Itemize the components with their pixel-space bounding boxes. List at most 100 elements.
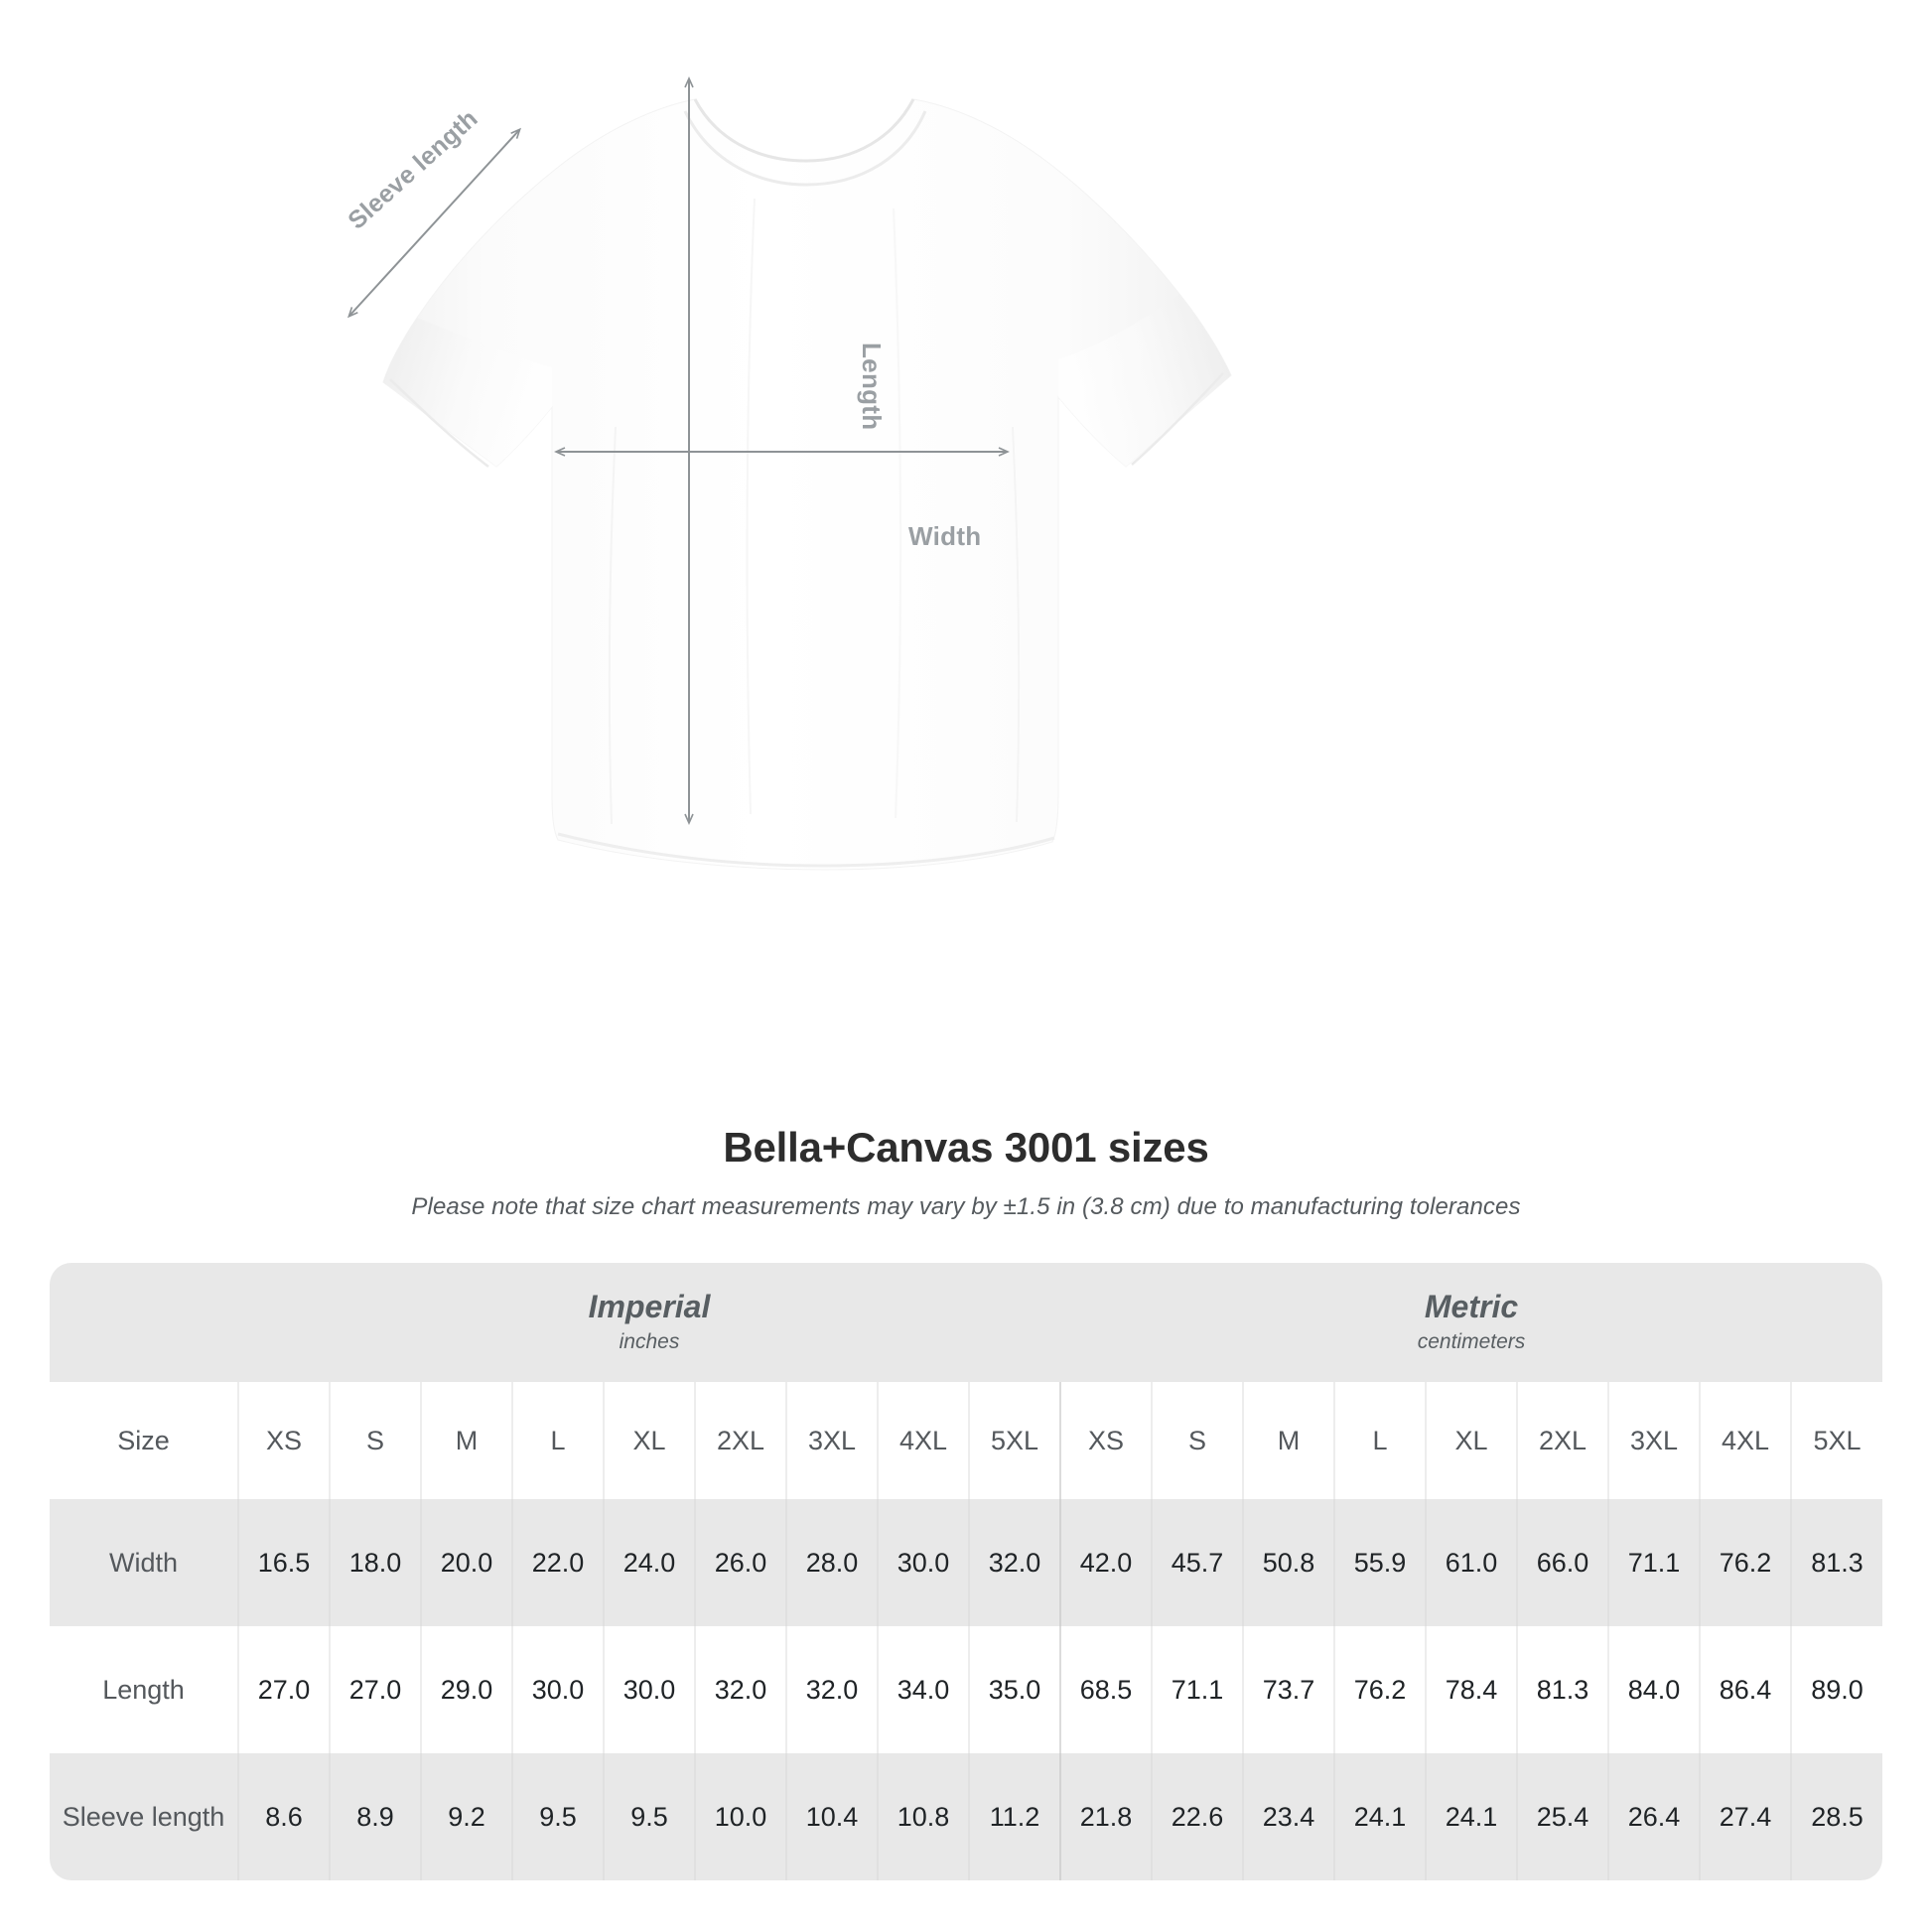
system-header-metric: Metric centimeters	[1060, 1263, 1882, 1382]
cell-width-metric-s: 45.7	[1151, 1499, 1243, 1626]
size-header-imperial-xs: XS	[237, 1382, 330, 1499]
cell-sleeve-length-imperial-m: 9.2	[420, 1753, 512, 1880]
cell-length-imperial-m: 29.0	[420, 1626, 512, 1753]
row-header-sleeve-length: Sleeve length	[50, 1753, 238, 1880]
size-header-metric-m: M	[1242, 1382, 1334, 1499]
table-row: Width 16.5 18.0 20.0 22.0 24.0 26.0 28.0 30.0 32.…	[50, 1499, 1882, 1626]
size-header-imperial-xl: XL	[603, 1382, 695, 1499]
size-chart-table: Imperial inches Metric centimeters Size XS S M L…	[50, 1263, 1882, 1880]
cell-sleeve-length-imperial-3xl: 10.4	[785, 1753, 878, 1880]
system-banner-spacer	[50, 1263, 238, 1382]
cell-sleeve-length-metric-xs: 21.8	[1059, 1753, 1152, 1880]
size-header-imperial-m: M	[420, 1382, 512, 1499]
cell-sleeve-length-metric-m: 23.4	[1242, 1753, 1334, 1880]
cell-width-imperial-2xl: 26.0	[694, 1499, 786, 1626]
size-header-imperial-2xl: 2XL	[694, 1382, 786, 1499]
cell-sleeve-length-metric-4xl: 27.4	[1699, 1753, 1791, 1880]
cell-width-imperial-m: 20.0	[420, 1499, 512, 1626]
cell-length-metric-xl: 78.4	[1425, 1626, 1517, 1753]
cell-length-metric-3xl: 84.0	[1607, 1626, 1700, 1753]
cell-width-imperial-s: 18.0	[329, 1499, 421, 1626]
cell-sleeve-length-imperial-l: 9.5	[511, 1753, 604, 1880]
system-name: Metric	[1424, 1289, 1519, 1325]
size-header-metric-l: L	[1333, 1382, 1426, 1499]
cell-width-imperial-3xl: 28.0	[785, 1499, 878, 1626]
cell-width-metric-2xl: 66.0	[1516, 1499, 1608, 1626]
cell-sleeve-length-metric-l: 24.1	[1333, 1753, 1426, 1880]
cell-width-imperial-l: 22.0	[511, 1499, 604, 1626]
cell-sleeve-length-imperial-2xl: 10.0	[694, 1753, 786, 1880]
size-header-imperial-l: L	[511, 1382, 604, 1499]
size-header-metric-5xl: 5XL	[1790, 1382, 1882, 1499]
cell-length-metric-s: 71.1	[1151, 1626, 1243, 1753]
cell-width-metric-5xl: 81.3	[1790, 1499, 1882, 1626]
tshirt-diagram: Sleeve length Length Width	[343, 76, 1232, 871]
cell-length-imperial-xl: 30.0	[603, 1626, 695, 1753]
table-row: Sleeve length 8.6 8.9 9.2 9.5 9.5 10.0 10.4 10.8…	[50, 1753, 1882, 1880]
size-header-metric-2xl: 2XL	[1516, 1382, 1608, 1499]
cell-width-metric-4xl: 76.2	[1699, 1499, 1791, 1626]
width-dimension-label: Width	[908, 521, 982, 551]
tshirt-illustration	[346, 76, 1232, 871]
cell-sleeve-length-imperial-4xl: 10.8	[877, 1753, 969, 1880]
cell-width-imperial-5xl: 32.0	[968, 1499, 1060, 1626]
table-row: Length 27.0 27.0 29.0 30.0 30.0 32.0 32.0 34.0 35…	[50, 1626, 1882, 1753]
system-name: Imperial	[588, 1289, 711, 1325]
sleeve-length-arrow	[346, 127, 522, 319]
cell-width-metric-xs: 42.0	[1059, 1499, 1152, 1626]
cell-length-imperial-l: 30.0	[511, 1626, 604, 1753]
size-header-imperial-4xl: 4XL	[877, 1382, 969, 1499]
cell-length-metric-l: 76.2	[1333, 1626, 1426, 1753]
system-banner-row: Imperial inches Metric centimeters	[50, 1263, 1882, 1382]
cell-width-imperial-xs: 16.5	[237, 1499, 330, 1626]
size-header-metric-3xl: 3XL	[1607, 1382, 1700, 1499]
cell-width-imperial-4xl: 30.0	[877, 1499, 969, 1626]
cell-sleeve-length-imperial-5xl: 11.2	[968, 1753, 1060, 1880]
size-chart-table-wrapper: Imperial inches Metric centimeters Size XS S M L…	[50, 1263, 1882, 1880]
size-header-imperial-3xl: 3XL	[785, 1382, 878, 1499]
cell-length-imperial-5xl: 35.0	[968, 1626, 1060, 1753]
size-header-metric-4xl: 4XL	[1699, 1382, 1791, 1499]
cell-length-metric-2xl: 81.3	[1516, 1626, 1608, 1753]
system-unit: centimeters	[1417, 1330, 1526, 1354]
cell-sleeve-length-imperial-xs: 8.6	[237, 1753, 330, 1880]
size-header-metric-xl: XL	[1425, 1382, 1517, 1499]
cell-length-imperial-4xl: 34.0	[877, 1626, 969, 1753]
system-header-imperial: Imperial inches	[238, 1263, 1060, 1382]
page-title: Bella+Canvas 3001 sizes	[723, 1124, 1209, 1171]
size-header-imperial-s: S	[329, 1382, 421, 1499]
cell-length-imperial-3xl: 32.0	[785, 1626, 878, 1753]
cell-width-metric-3xl: 71.1	[1607, 1499, 1700, 1626]
size-header-metric-xs: XS	[1059, 1382, 1152, 1499]
cell-length-metric-m: 73.7	[1242, 1626, 1334, 1753]
cell-length-metric-4xl: 86.4	[1699, 1626, 1791, 1753]
measurement-arrows	[346, 76, 1010, 825]
length-dimension-label: Length	[857, 343, 887, 431]
cell-length-imperial-xs: 27.0	[237, 1626, 330, 1753]
size-header-row: Size XS S M L XL 2XL 3XL 4XL 5XL XS S M L XL 2XL 3XL 4XL 5…	[50, 1382, 1882, 1499]
column-header-size: Size	[50, 1382, 238, 1499]
title-block: Bella+Canvas 3001 sizes Please note that…	[0, 1124, 1932, 1221]
cell-length-imperial-s: 27.0	[329, 1626, 421, 1753]
cell-sleeve-length-metric-xl: 24.1	[1425, 1753, 1517, 1880]
system-unit: inches	[619, 1330, 680, 1354]
cell-length-imperial-2xl: 32.0	[694, 1626, 786, 1753]
cell-width-imperial-xl: 24.0	[603, 1499, 695, 1626]
cell-sleeve-length-metric-s: 22.6	[1151, 1753, 1243, 1880]
cell-sleeve-length-metric-2xl: 25.4	[1516, 1753, 1608, 1880]
cell-sleeve-length-imperial-xl: 9.5	[603, 1753, 695, 1880]
cell-width-metric-xl: 61.0	[1425, 1499, 1517, 1626]
cell-width-metric-m: 50.8	[1242, 1499, 1334, 1626]
cell-sleeve-length-imperial-s: 8.9	[329, 1753, 421, 1880]
garment-shape	[382, 98, 1232, 871]
size-header-metric-s: S	[1151, 1382, 1243, 1499]
size-header-imperial-5xl: 5XL	[968, 1382, 1060, 1499]
cell-sleeve-length-metric-5xl: 28.5	[1790, 1753, 1882, 1880]
cell-length-metric-5xl: 89.0	[1790, 1626, 1882, 1753]
cell-sleeve-length-metric-3xl: 26.4	[1607, 1753, 1700, 1880]
cell-width-metric-l: 55.9	[1333, 1499, 1426, 1626]
cell-length-metric-xs: 68.5	[1059, 1626, 1152, 1753]
row-header-length: Length	[50, 1626, 238, 1753]
page-subtitle: Please note that size chart measurements…	[411, 1193, 1521, 1220]
row-header-width: Width	[50, 1499, 238, 1626]
